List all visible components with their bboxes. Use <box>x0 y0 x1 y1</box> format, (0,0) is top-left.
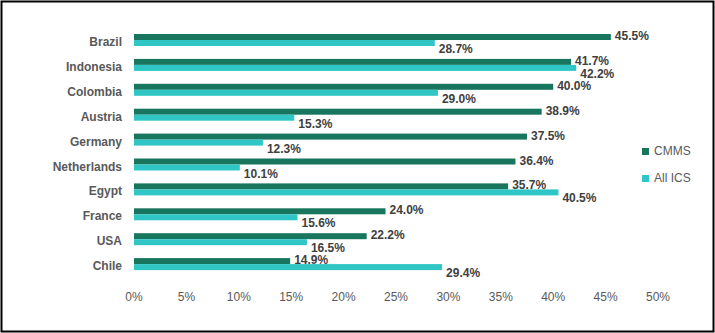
tick-label: 5% <box>178 290 196 304</box>
chart: 0% 5% 10% 15% 20% 25% 30% 35% 40% 45% 50% Brazil Ind… <box>0 0 715 333</box>
legend-label: All ICS <box>654 171 691 185</box>
data-label: 12.3% <box>267 142 301 156</box>
bar <box>134 214 297 220</box>
tick-label: 40% <box>541 290 565 304</box>
tick-label: 0% <box>125 290 143 304</box>
bar <box>134 140 263 146</box>
bar <box>134 40 435 46</box>
bar <box>134 65 576 71</box>
category-label: Austria <box>81 110 123 124</box>
data-label: 40.5% <box>562 191 596 205</box>
bar <box>134 189 558 195</box>
bar <box>134 59 571 65</box>
bar <box>134 90 438 96</box>
legend-swatch <box>642 148 649 155</box>
tick-label: 50% <box>646 290 670 304</box>
data-label: 15.6% <box>301 216 335 230</box>
tick-label: 15% <box>279 290 303 304</box>
tick-label: 45% <box>594 290 618 304</box>
data-label: 37.5% <box>531 129 565 143</box>
bar <box>134 115 294 121</box>
data-label: 10.1% <box>244 167 278 181</box>
legend-swatch <box>642 175 649 182</box>
bar <box>134 34 611 40</box>
tick-label: 10% <box>227 290 251 304</box>
category-label: Netherlands <box>53 160 123 174</box>
tick-label: 35% <box>489 290 513 304</box>
tick-label: 20% <box>332 290 356 304</box>
tick-label: 30% <box>436 290 460 304</box>
data-label: 41.7% <box>575 54 609 68</box>
data-label: 42.2% <box>580 67 614 81</box>
data-label: 38.9% <box>546 104 580 118</box>
legend-label: CMMS <box>654 144 691 158</box>
data-label: 29.4% <box>446 266 480 280</box>
data-label: 36.4% <box>519 154 553 168</box>
bar <box>134 165 240 171</box>
data-label: 15.3% <box>298 117 332 131</box>
data-label: 45.5% <box>615 29 649 43</box>
bar <box>134 134 527 140</box>
data-label: 29.0% <box>442 92 476 106</box>
category-label: Chile <box>93 259 123 273</box>
category-label: France <box>83 209 123 223</box>
data-label: 35.7% <box>512 178 546 192</box>
category-label: Germany <box>70 135 122 149</box>
category-label: USA <box>97 234 123 248</box>
bar <box>134 159 515 165</box>
data-label: 28.7% <box>439 42 473 56</box>
frame <box>2 2 714 332</box>
category-label: Colombia <box>67 85 122 99</box>
bar <box>134 233 367 239</box>
bar <box>134 183 508 189</box>
data-label: 16.5% <box>311 241 345 255</box>
category-label: Indonesia <box>66 60 122 74</box>
category-label: Brazil <box>89 35 122 49</box>
data-label: 24.0% <box>390 203 424 217</box>
category-label: Egypt <box>89 184 122 198</box>
bar <box>134 239 307 245</box>
bar <box>134 258 290 264</box>
data-label: 22.2% <box>371 228 405 242</box>
bar <box>134 84 553 90</box>
tick-label: 25% <box>384 290 408 304</box>
bars <box>134 34 611 270</box>
bar <box>134 208 386 214</box>
bar <box>134 264 442 270</box>
bar <box>134 109 542 115</box>
